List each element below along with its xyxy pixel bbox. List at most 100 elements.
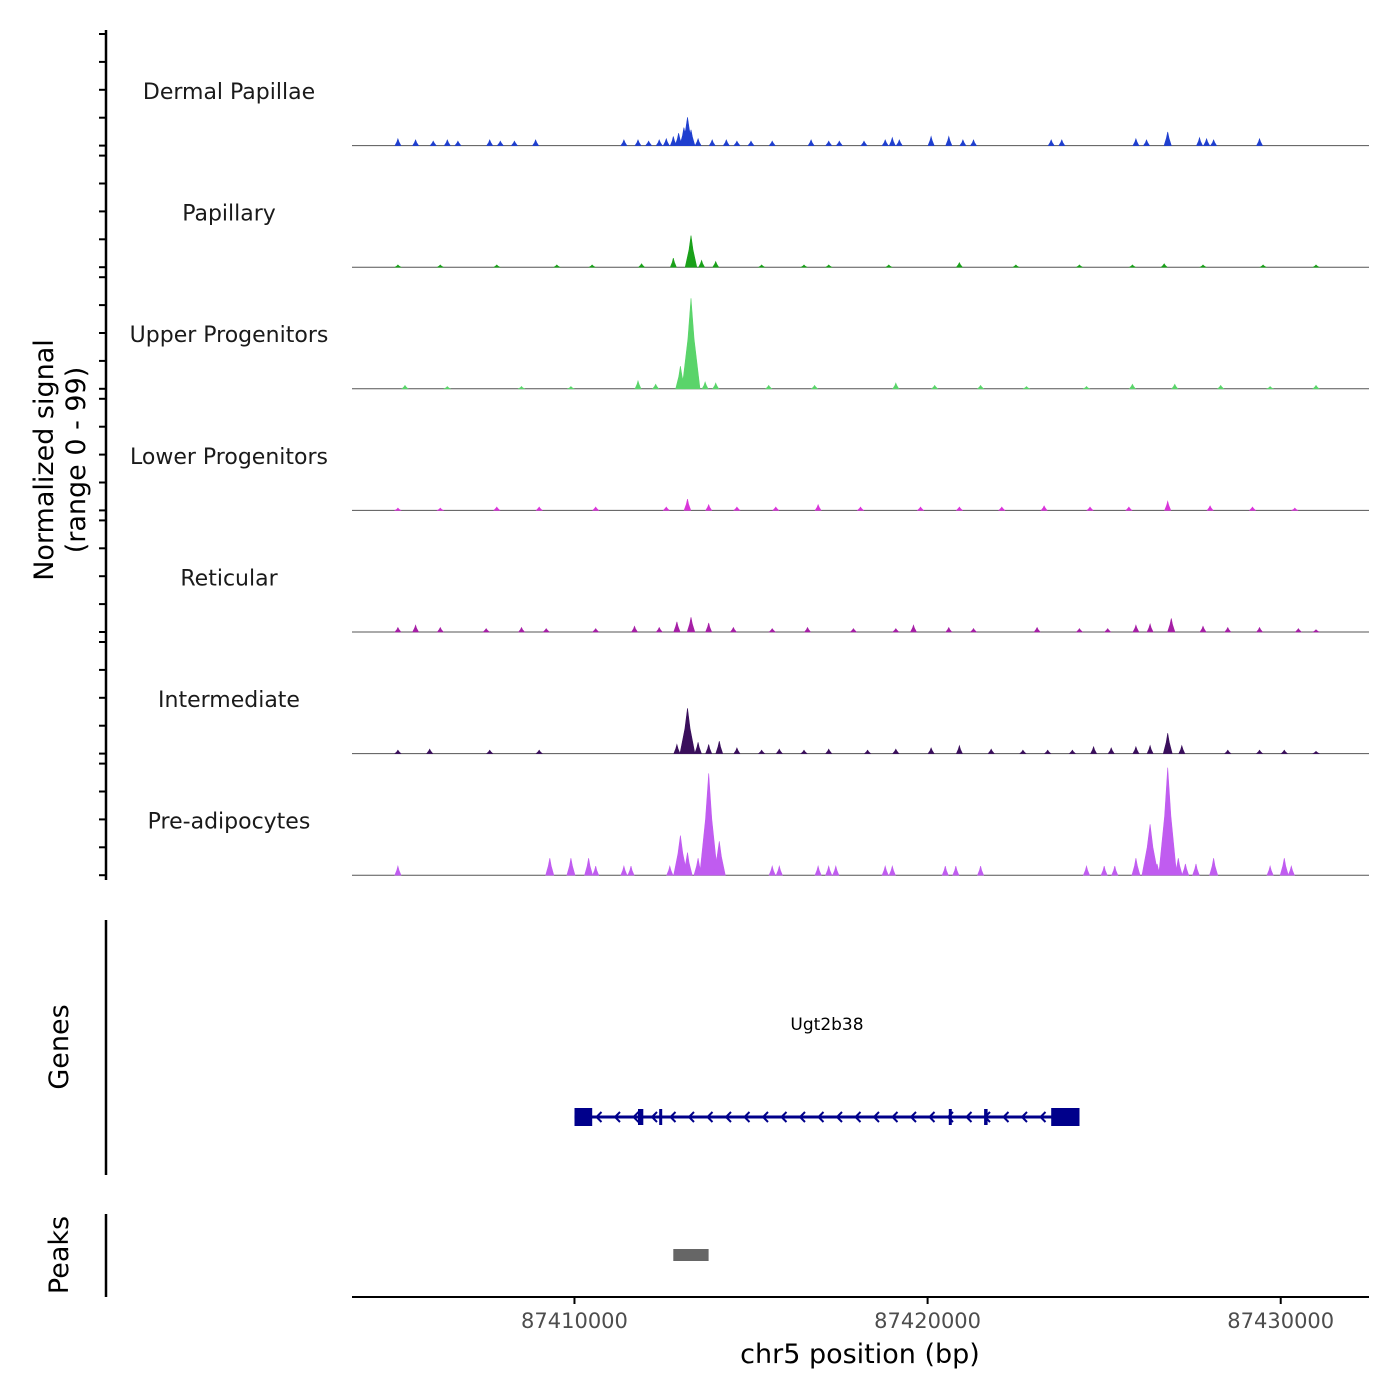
signal-peak [393, 264, 402, 268]
strand-arrow [595, 1111, 603, 1123]
track-papillary: Papillary [182, 202, 1369, 268]
signal-peak [1287, 864, 1295, 876]
signal-peak [955, 744, 963, 754]
signal-peak [1019, 749, 1027, 754]
track-label: Lower Progenitors [130, 445, 328, 470]
signal-peak [892, 628, 900, 633]
signal-peak [712, 260, 720, 268]
signal-peak [733, 506, 741, 511]
signal-peak [910, 624, 918, 633]
signal-peak [733, 747, 741, 754]
signal-peak [863, 749, 872, 754]
strand-arrow [891, 1111, 899, 1123]
signal-peak [832, 864, 840, 876]
signal-peak [542, 628, 550, 633]
y-axis-signal [99, 30, 108, 880]
signal-peak [1128, 264, 1137, 268]
signal-peak [673, 743, 681, 754]
gene-exon [638, 1109, 644, 1125]
x-axis-title: chr5 position (bp) [740, 1339, 980, 1370]
signal-peak [588, 264, 597, 268]
signal-peak [825, 864, 833, 876]
track-label: Pre-adipocytes [148, 810, 311, 835]
strand-arrow [761, 1111, 769, 1123]
signal-peak [412, 139, 420, 146]
signal-peak [443, 386, 452, 390]
signal-peak [1266, 864, 1274, 876]
strand-arrow [669, 1111, 677, 1123]
signal-peak [535, 506, 543, 511]
peaks-track: Peaks [44, 1214, 709, 1297]
strand-arrow [613, 1111, 621, 1123]
signal-peak [620, 864, 628, 876]
x-tick-label: 87420000 [874, 1309, 981, 1333]
signal-peak [1011, 264, 1020, 268]
signal-peak [757, 749, 766, 754]
signal-peak [591, 506, 600, 511]
signal-peak [722, 139, 730, 146]
signal-peak [394, 749, 402, 754]
signal-peak [393, 507, 402, 511]
signal-peak [1107, 747, 1115, 754]
track-dermal-papillae: Dermal Papillae [143, 80, 1369, 147]
signal-peak [1224, 626, 1232, 633]
signal-peak [637, 263, 646, 268]
signal-peak [1082, 864, 1091, 876]
signal-peak [849, 628, 858, 633]
track-label: Intermediate [158, 688, 300, 713]
signal-peak [662, 137, 670, 146]
signal-peak [814, 503, 822, 511]
peak-region [673, 1249, 709, 1261]
signal-tracks: Dermal Papillae Papillary Upper Progenitor… [99, 30, 1369, 880]
signal-peak [930, 384, 939, 390]
signal-peak [768, 628, 776, 633]
signal-peak [927, 135, 935, 146]
track-lower-progenitors: Lower Progenitors [130, 445, 1369, 511]
signal-peak [729, 626, 738, 633]
signal-peak [1131, 858, 1141, 876]
signal-peak [485, 749, 494, 754]
signal-peak [681, 298, 701, 390]
signal-peak [429, 140, 437, 146]
signal-peak [884, 264, 893, 268]
track-upper-progenitors: Upper Progenitors [130, 298, 1369, 390]
signal-peak [824, 264, 833, 268]
signal-peak [945, 626, 953, 633]
signal-peak [1111, 866, 1119, 876]
strand-arrow [743, 1111, 751, 1123]
signal-peak [1199, 625, 1207, 633]
signal-peak [1128, 383, 1137, 390]
signal-peak [620, 139, 628, 146]
signal-peak [699, 773, 719, 876]
signal-peak [1103, 628, 1112, 633]
signal-peak [1294, 628, 1303, 633]
signal-peak [1192, 863, 1200, 876]
signal-peak [1142, 139, 1151, 146]
gene-exon [984, 1109, 988, 1125]
signal-peak [1146, 623, 1154, 633]
signal-peak [969, 139, 978, 146]
signal-peak [486, 139, 494, 146]
signal-peak [436, 507, 445, 511]
strand-arrow [909, 1111, 917, 1123]
signal-peak [1162, 733, 1173, 754]
y-axis-title-line1: Normalized signal [29, 339, 60, 581]
signal-peak [1280, 749, 1289, 754]
strand-arrow [835, 1111, 843, 1123]
signal-peak [1311, 629, 1321, 633]
signal-peak [492, 264, 501, 268]
signal-peak [1259, 264, 1268, 268]
signal-peak [916, 506, 925, 511]
signal-peak [652, 383, 660, 390]
strand-arrow [854, 1111, 862, 1123]
signal-peak [1290, 507, 1299, 511]
strand-arrow [872, 1111, 880, 1123]
signal-peak [1082, 386, 1091, 390]
strand-arrow [965, 1111, 973, 1123]
strand-arrow [1002, 1111, 1010, 1123]
signal-peak [1090, 745, 1098, 754]
signal-peak [1224, 749, 1232, 754]
gene-exon [1051, 1108, 1080, 1126]
signal-peak [1022, 386, 1031, 390]
